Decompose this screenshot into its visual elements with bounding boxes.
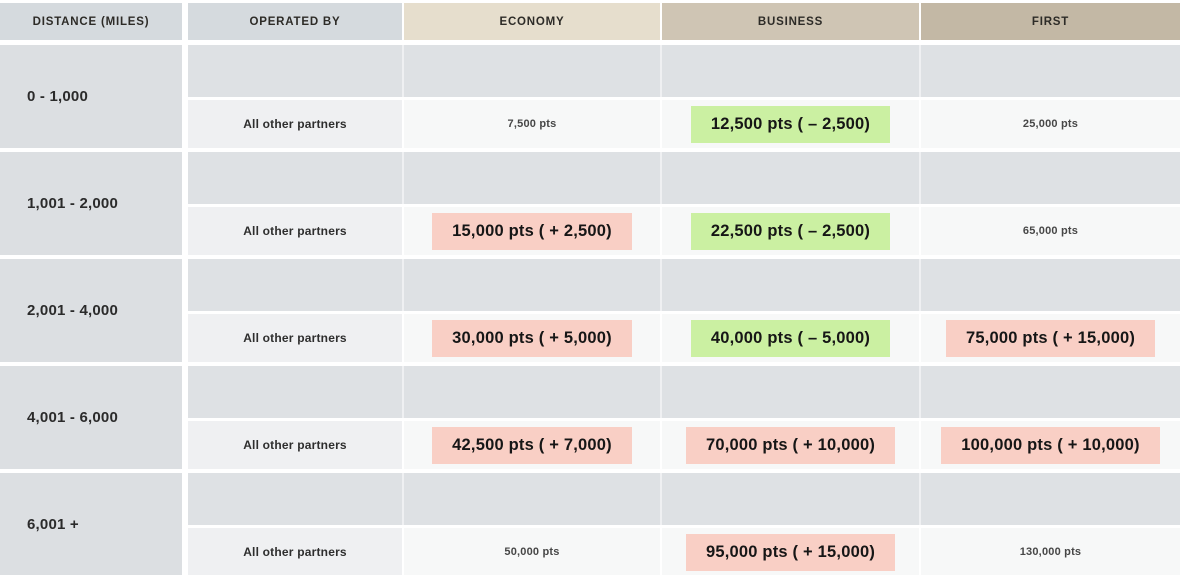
operator-label: All other partners xyxy=(188,314,402,362)
operator-label: All other partners xyxy=(188,207,402,255)
blank-cell xyxy=(660,45,919,97)
first-value: 100,000 pts ( + 10,000) xyxy=(941,426,1160,464)
column-gap xyxy=(182,45,188,148)
band-rows: All other partners 42,500 pts ( + 7,000)… xyxy=(188,366,1180,469)
business-value-cell: 40,000 pts ( – 5,000) xyxy=(660,314,919,362)
operator-label: All other partners xyxy=(188,421,402,469)
blank-operator-row xyxy=(188,152,1180,204)
operator-label: All other partners xyxy=(188,100,402,148)
blank-cell xyxy=(919,473,1180,525)
column-gap xyxy=(182,259,188,362)
first-value-cell: 65,000 pts xyxy=(919,207,1180,255)
partner-row: All other partners 50,000 pts 95,000 pts… xyxy=(188,528,1180,575)
economy-value-cell: 30,000 pts ( + 5,000) xyxy=(402,314,660,362)
band-rows: All other partners 15,000 pts ( + 2,500)… xyxy=(188,152,1180,255)
first-value: 75,000 pts ( + 15,000) xyxy=(945,319,1156,357)
band-rows: All other partners 50,000 pts 95,000 pts… xyxy=(188,473,1180,575)
distance-band-0-1000: 0 - 1,000 All other partners 7,500 pts 1… xyxy=(0,45,1180,148)
blank-cell xyxy=(188,366,402,418)
blank-operator-row xyxy=(188,259,1180,311)
blank-operator-row xyxy=(188,473,1180,525)
blank-cell xyxy=(919,366,1180,418)
distance-band-4001-6000: 4,001 - 6,000 All other partners 42,500 … xyxy=(0,366,1180,469)
blank-cell xyxy=(660,152,919,204)
blank-cell xyxy=(188,473,402,525)
economy-value-cell: 15,000 pts ( + 2,500) xyxy=(402,207,660,255)
first-value-cell: 25,000 pts xyxy=(919,100,1180,148)
economy-value: 30,000 pts ( + 5,000) xyxy=(432,319,632,357)
first-value: 25,000 pts xyxy=(1022,118,1079,130)
band-rows: All other partners 7,500 pts 12,500 pts … xyxy=(188,45,1180,148)
operator-label: All other partners xyxy=(188,528,402,575)
distance-band-2001-4000: 2,001 - 4,000 All other partners 30,000 … xyxy=(0,259,1180,362)
economy-value: 15,000 pts ( + 2,500) xyxy=(432,212,632,250)
first-value: 130,000 pts xyxy=(1019,546,1082,558)
column-header-economy: ECONOMY xyxy=(402,3,660,40)
blank-cell xyxy=(660,473,919,525)
blank-cell xyxy=(919,45,1180,97)
blank-operator-row xyxy=(188,366,1180,418)
business-value: 12,500 pts ( – 2,500) xyxy=(690,105,891,143)
column-header-distance: DISTANCE (MILES) xyxy=(0,3,182,40)
business-value: 40,000 pts ( – 5,000) xyxy=(690,319,891,357)
blank-cell xyxy=(402,473,660,525)
blank-cell xyxy=(660,366,919,418)
band-rows: All other partners 30,000 pts ( + 5,000)… xyxy=(188,259,1180,362)
blank-operator-row xyxy=(188,45,1180,97)
business-value-cell: 12,500 pts ( – 2,500) xyxy=(660,100,919,148)
blank-cell xyxy=(402,366,660,418)
blank-cell xyxy=(188,45,402,97)
blank-cell xyxy=(919,152,1180,204)
partner-row: All other partners 7,500 pts 12,500 pts … xyxy=(188,100,1180,148)
column-header-business: BUSINESS xyxy=(660,3,919,40)
blank-cell xyxy=(402,45,660,97)
partner-row: All other partners 30,000 pts ( + 5,000)… xyxy=(188,314,1180,362)
blank-cell xyxy=(188,259,402,311)
column-gap xyxy=(182,366,188,469)
first-value: 65,000 pts xyxy=(1022,225,1079,237)
distance-band-label: 1,001 - 2,000 xyxy=(0,152,182,255)
economy-value-cell: 7,500 pts xyxy=(402,100,660,148)
table-header: DISTANCE (MILES) OPERATED BY ECONOMY BUS… xyxy=(0,3,1180,40)
business-value-cell: 22,500 pts ( – 2,500) xyxy=(660,207,919,255)
blank-cell xyxy=(660,259,919,311)
economy-value: 50,000 pts xyxy=(504,546,560,558)
distance-band-6001-plus: 6,001 + All other partners 50,000 pts 95… xyxy=(0,473,1180,575)
business-value: 70,000 pts ( + 10,000) xyxy=(685,426,896,464)
first-value-cell: 130,000 pts xyxy=(919,528,1180,575)
distance-band-label: 2,001 - 4,000 xyxy=(0,259,182,362)
economy-value-cell: 50,000 pts xyxy=(402,528,660,575)
column-gap xyxy=(182,3,188,40)
partner-row: All other partners 15,000 pts ( + 2,500)… xyxy=(188,207,1180,255)
business-value: 22,500 pts ( – 2,500) xyxy=(690,212,891,250)
business-value-cell: 95,000 pts ( + 15,000) xyxy=(660,528,919,575)
business-value: 95,000 pts ( + 15,000) xyxy=(685,533,896,571)
blank-cell xyxy=(188,152,402,204)
column-header-first: FIRST xyxy=(919,3,1180,40)
blank-cell xyxy=(402,152,660,204)
first-value-cell: 100,000 pts ( + 10,000) xyxy=(919,421,1180,469)
first-value-cell: 75,000 pts ( + 15,000) xyxy=(919,314,1180,362)
distance-band-label: 6,001 + xyxy=(0,473,182,575)
column-gap xyxy=(182,152,188,255)
partner-row: All other partners 42,500 pts ( + 7,000)… xyxy=(188,421,1180,469)
distance-band-label: 0 - 1,000 xyxy=(0,45,182,148)
distance-band-label: 4,001 - 6,000 xyxy=(0,366,182,469)
economy-value: 7,500 pts xyxy=(507,118,557,130)
business-value-cell: 70,000 pts ( + 10,000) xyxy=(660,421,919,469)
column-header-operated-by: OPERATED BY xyxy=(188,3,402,40)
economy-value-cell: 42,500 pts ( + 7,000) xyxy=(402,421,660,469)
blank-cell xyxy=(919,259,1180,311)
economy-value: 42,500 pts ( + 7,000) xyxy=(432,426,632,464)
blank-cell xyxy=(402,259,660,311)
distance-band-1001-2000: 1,001 - 2,000 All other partners 15,000 … xyxy=(0,152,1180,255)
column-gap xyxy=(182,473,188,575)
